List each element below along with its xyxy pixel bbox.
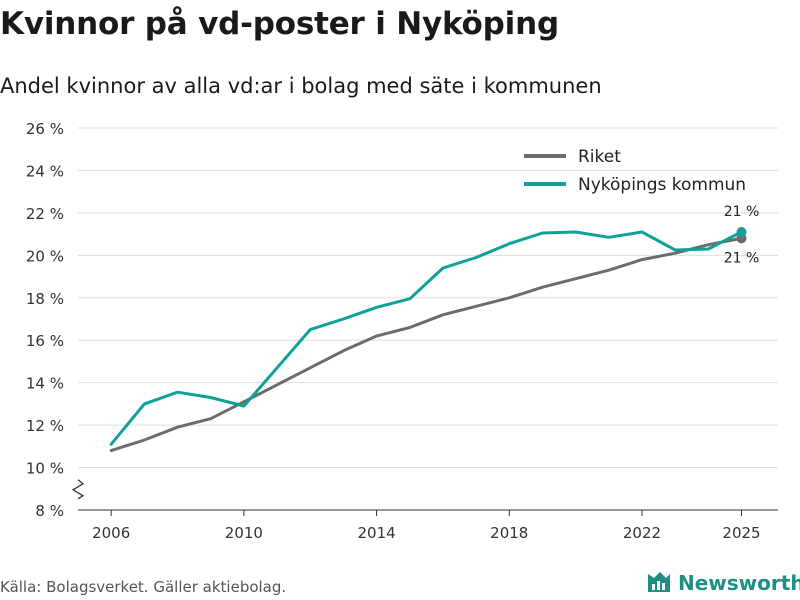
legend: Riket Nyköpings kommun	[524, 147, 746, 195]
brand-logo: Newsworthy	[646, 570, 800, 596]
series-line-nykoping	[109, 230, 743, 446]
x-tick-label: 2025	[722, 524, 760, 542]
gridlines	[78, 127, 778, 469]
x-tick-label: 2010	[225, 524, 263, 542]
y-tick-label: 10 %	[26, 460, 64, 478]
x-tick-label: 2014	[357, 524, 395, 542]
newsworthy-logo-icon	[648, 572, 670, 592]
brand-name: Newsworthy	[678, 571, 800, 595]
y-tick-label: 18 %	[26, 290, 64, 308]
legend-item-nykoping: Nyköpings kommun	[524, 175, 746, 195]
axes: 8 % 10 % 12 % 14 % 16 % 18 % 20 % 22 % 24 % 26 % 2…	[26, 120, 778, 542]
y-tick-label: 12 %	[26, 417, 64, 435]
chart-title: Kvinnor på vd-poster i Nyköping	[0, 6, 559, 42]
axis-break-icon	[71, 479, 85, 500]
source-note: Källa: Bolagsverket. Gäller aktiebolag.	[0, 578, 287, 596]
y-tick-label: 14 %	[26, 375, 64, 393]
y-tick-label: 26 %	[26, 120, 64, 138]
y-tick-label: 20 %	[26, 247, 64, 265]
series-line-riket	[109, 236, 743, 453]
y-tick-label: 22 %	[26, 205, 64, 223]
end-label-riket: 21 %	[724, 250, 760, 266]
x-tick-label: 2018	[490, 524, 528, 542]
end-point-nykoping	[736, 226, 747, 237]
chart-subtitle: Andel kvinnor av alla vd:ar i bolag med …	[0, 74, 602, 98]
y-tick-label: 24 %	[26, 162, 64, 180]
y-tick-label: 16 %	[26, 332, 64, 350]
legend-label: Nyköpings kommun	[578, 175, 746, 195]
y-tick-label: 8 %	[35, 502, 64, 520]
x-tick-label: 2006	[92, 524, 130, 542]
series-lines	[109, 230, 743, 453]
x-tick-label: 2022	[623, 524, 661, 542]
legend-label: Riket	[578, 147, 621, 167]
end-label-nykoping: 21 %	[724, 204, 760, 220]
end-labels: 21 % 21 %	[724, 204, 760, 266]
legend-item-riket: Riket	[524, 147, 621, 167]
